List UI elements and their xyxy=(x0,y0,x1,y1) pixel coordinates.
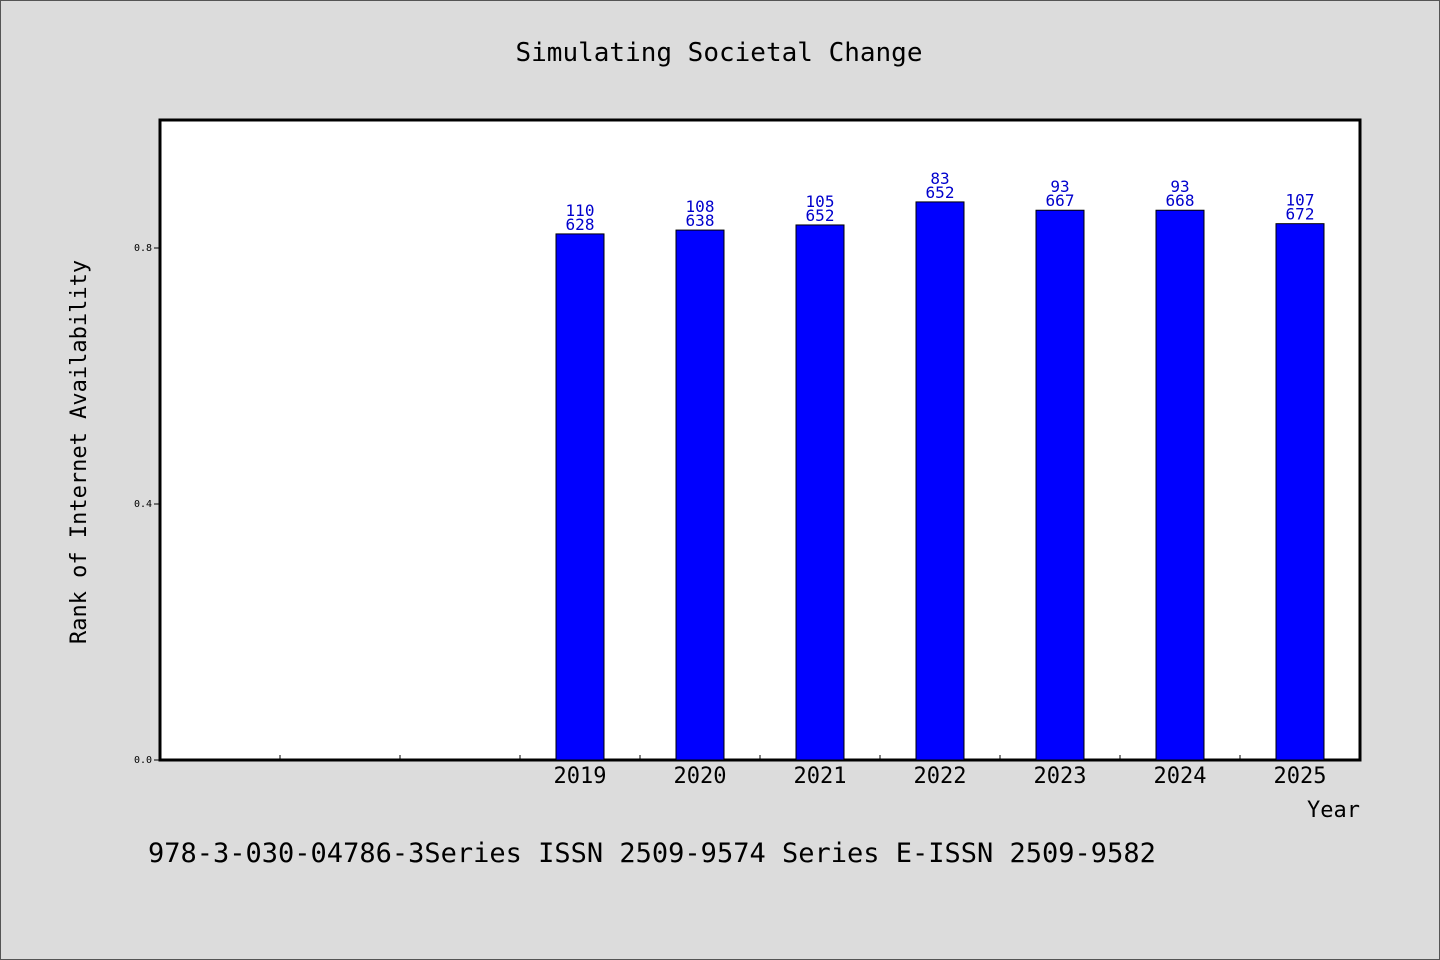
x-axis-label: Year xyxy=(1307,798,1360,823)
y-axis-label: Rank of Internet Availability xyxy=(67,260,92,644)
y-tick-labels: 0.0 0.4 0.8 xyxy=(134,243,152,766)
bar xyxy=(1275,223,1325,761)
bar-label: 652 xyxy=(926,183,955,202)
bar xyxy=(795,224,845,761)
bar-label: 667 xyxy=(1046,191,1075,210)
bar xyxy=(675,229,725,761)
x-tick-label: 2022 xyxy=(914,764,967,789)
bar-label: 672 xyxy=(1286,205,1315,224)
bar-label: 107 xyxy=(1286,191,1315,210)
bar-label: 93 xyxy=(1050,177,1069,196)
bar xyxy=(555,233,605,761)
x-tick-label: 2021 xyxy=(794,764,847,789)
y-tick-label: 0.0 xyxy=(134,755,152,766)
bars xyxy=(555,201,1325,761)
bar-label: 628 xyxy=(566,215,595,234)
axis-ticks xyxy=(154,247,1241,761)
bar-label: 652 xyxy=(806,206,835,225)
y-tick-label: 0.4 xyxy=(134,499,152,510)
x-tick-label: 2019 xyxy=(554,764,607,789)
bar xyxy=(1155,209,1205,761)
x-tick-label: 2020 xyxy=(674,764,727,789)
bar-label: 638 xyxy=(686,211,715,230)
footer-text: 978-3-030-04786-3Series ISSN 2509-9574 S… xyxy=(148,838,1156,869)
bar xyxy=(1035,209,1085,761)
x-tick-label: 2025 xyxy=(1274,764,1327,789)
x-tick-labels: 2019 2020 2021 2022 2023 2024 2025 xyxy=(554,764,1327,789)
bar-label: 83 xyxy=(930,169,949,188)
bar-label: 93 xyxy=(1170,177,1189,196)
bar-label: 105 xyxy=(806,192,835,211)
x-tick-label: 2024 xyxy=(1154,764,1207,789)
x-tick-label: 2023 xyxy=(1034,764,1087,789)
chart-title: Simulating Societal Change xyxy=(516,38,923,68)
y-tick-label: 0.8 xyxy=(134,243,152,254)
bar-label: 110 xyxy=(566,201,595,220)
bar-label: 108 xyxy=(686,197,715,216)
bar-label: 668 xyxy=(1166,191,1195,210)
bar xyxy=(915,201,965,761)
